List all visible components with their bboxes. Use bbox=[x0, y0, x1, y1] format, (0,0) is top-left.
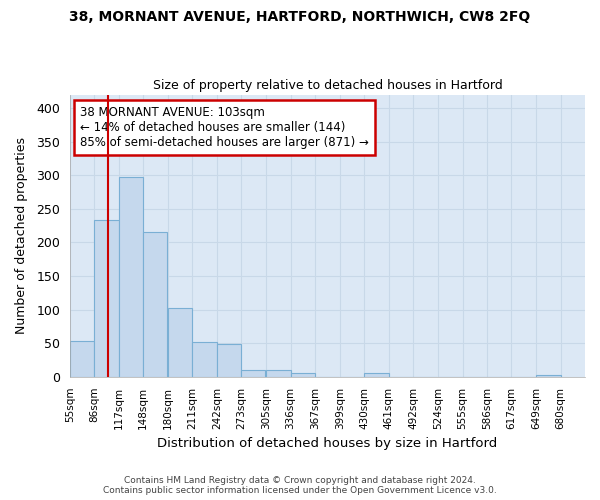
Title: Size of property relative to detached houses in Hartford: Size of property relative to detached ho… bbox=[152, 79, 502, 92]
Bar bbox=[70, 341, 94, 377]
Bar bbox=[168, 308, 193, 377]
Text: 38, MORNANT AVENUE, HARTFORD, NORTHWICH, CW8 2FQ: 38, MORNANT AVENUE, HARTFORD, NORTHWICH,… bbox=[70, 10, 530, 24]
Bar bbox=[217, 344, 241, 377]
Bar bbox=[241, 370, 265, 377]
Bar bbox=[119, 176, 143, 377]
Y-axis label: Number of detached properties: Number of detached properties bbox=[15, 137, 28, 334]
Bar bbox=[193, 342, 217, 377]
Bar bbox=[290, 373, 315, 377]
Bar bbox=[536, 375, 560, 377]
Text: 38 MORNANT AVENUE: 103sqm
← 14% of detached houses are smaller (144)
85% of semi: 38 MORNANT AVENUE: 103sqm ← 14% of detac… bbox=[80, 106, 369, 149]
Bar bbox=[94, 220, 119, 377]
Bar bbox=[266, 370, 290, 377]
Bar bbox=[364, 374, 389, 377]
X-axis label: Distribution of detached houses by size in Hartford: Distribution of detached houses by size … bbox=[157, 437, 497, 450]
Text: Contains HM Land Registry data © Crown copyright and database right 2024.
Contai: Contains HM Land Registry data © Crown c… bbox=[103, 476, 497, 495]
Bar bbox=[143, 232, 167, 377]
